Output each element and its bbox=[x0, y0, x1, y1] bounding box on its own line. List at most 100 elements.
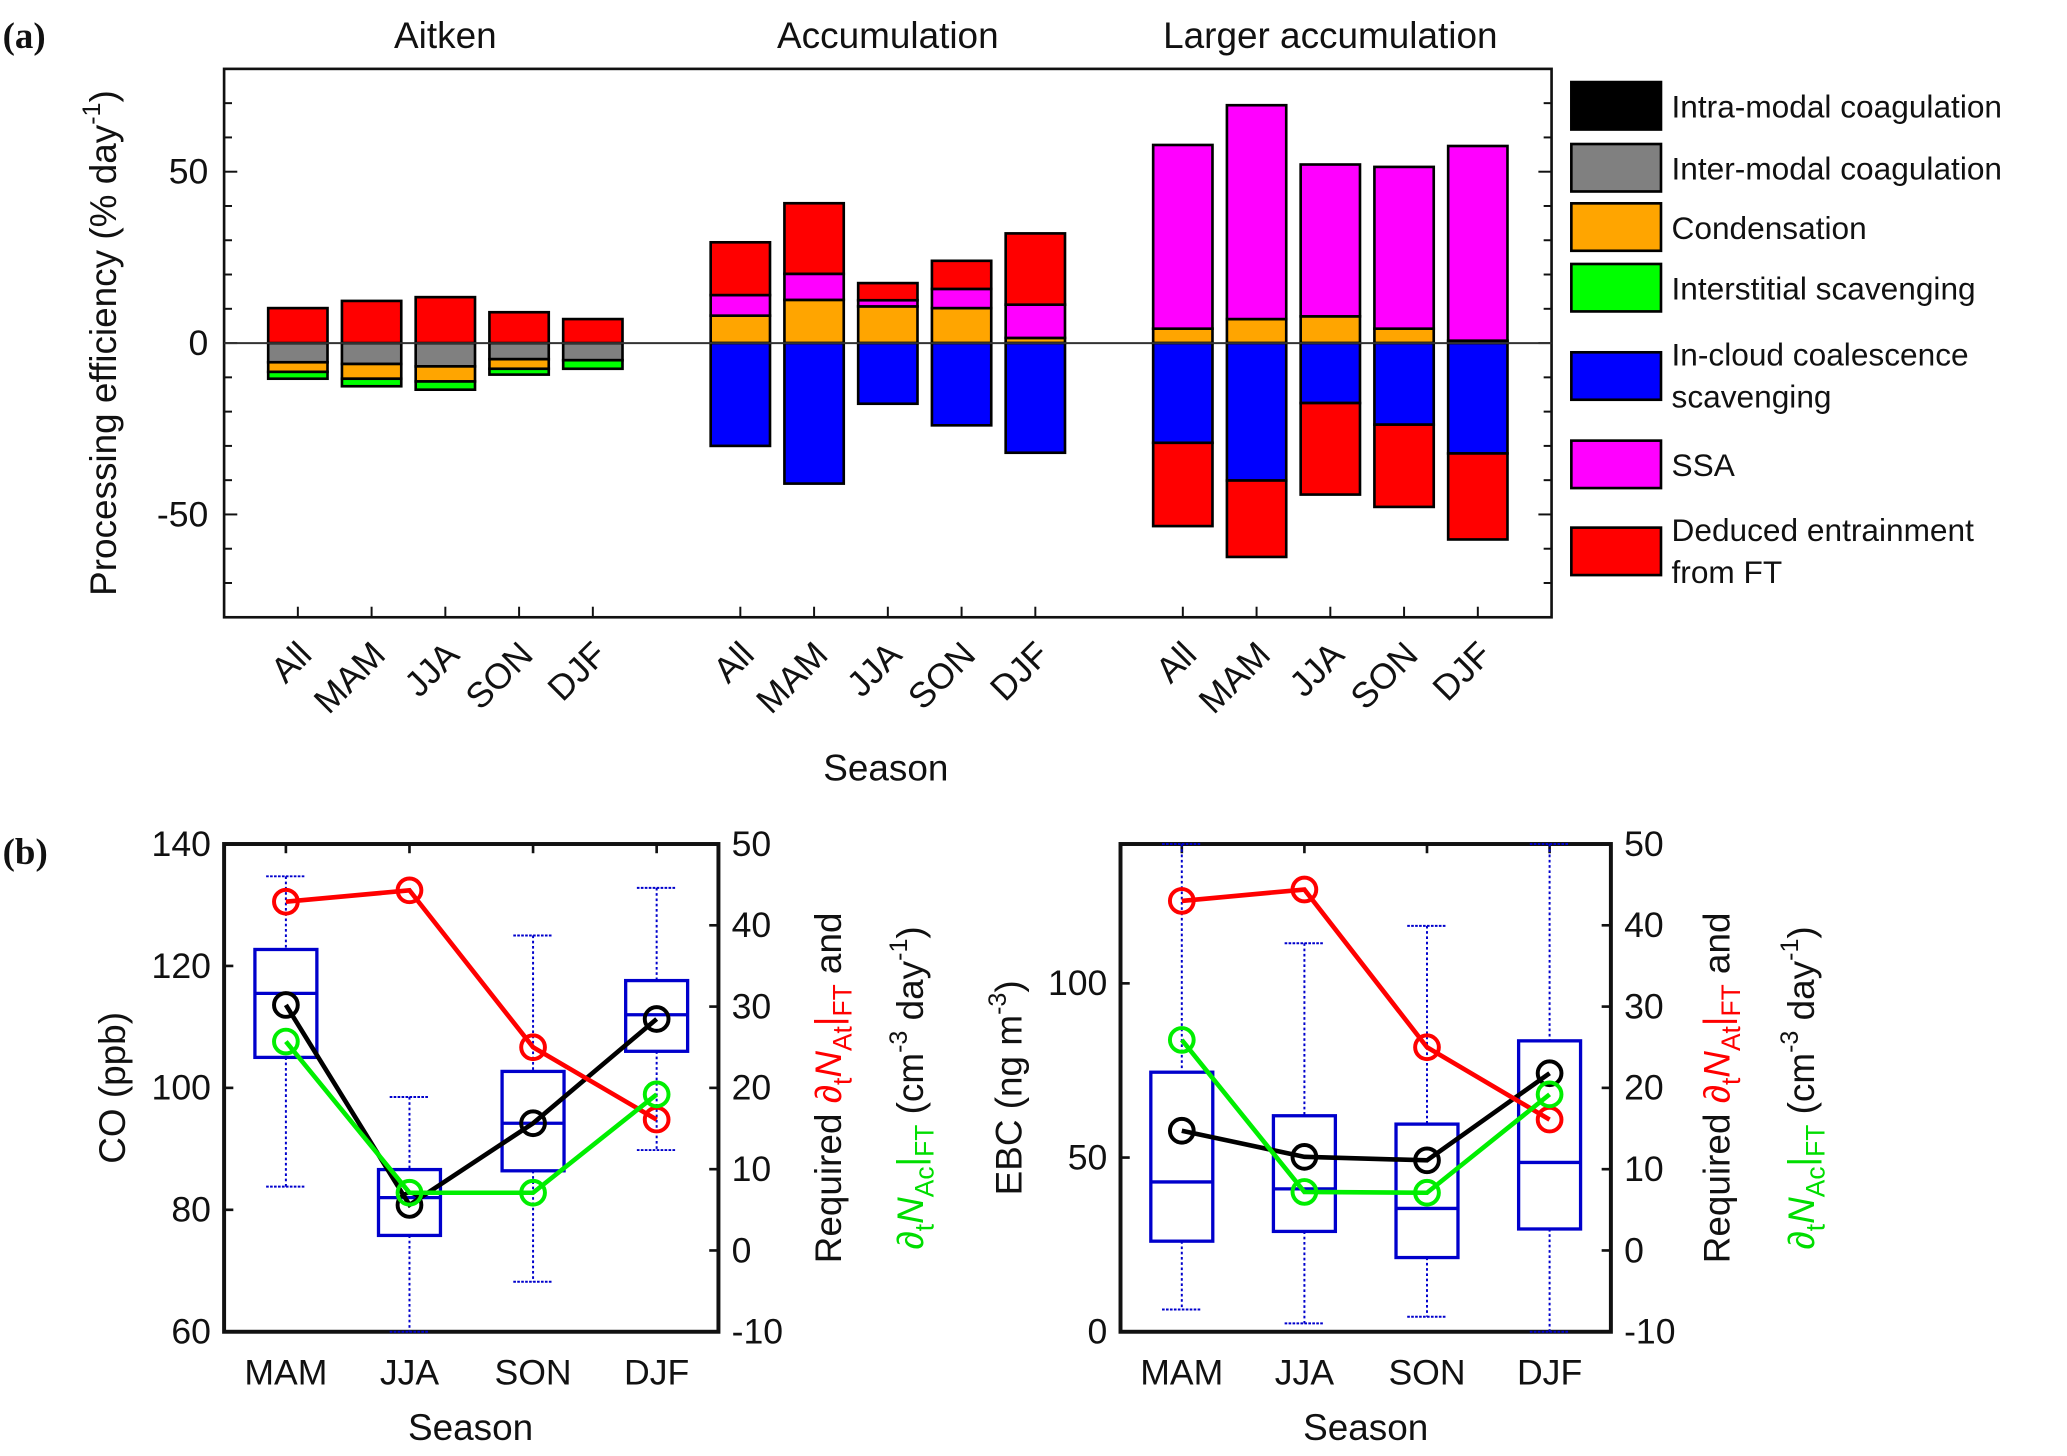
x-tick-label: All bbox=[1148, 634, 1204, 690]
y-tick-label: 100 bbox=[1048, 963, 1107, 1003]
legend-swatch bbox=[1570, 526, 1663, 577]
y2-tick-label: 20 bbox=[732, 1068, 772, 1108]
group-title: Larger accumulation bbox=[1163, 15, 1497, 56]
bar-segment bbox=[856, 305, 919, 345]
panel-b-label: (b) bbox=[3, 831, 48, 873]
series-marker bbox=[642, 1005, 671, 1033]
legend-label: In-cloud coalescence scavenging bbox=[1672, 336, 1969, 414]
bar-segment bbox=[856, 281, 919, 302]
group-title: Accumulation bbox=[777, 15, 999, 56]
bar-segment bbox=[709, 293, 772, 317]
co-ylabel: CO (ppb) bbox=[92, 1012, 133, 1164]
y-tick-label: 120 bbox=[152, 946, 211, 986]
bar-segment bbox=[1299, 163, 1362, 318]
series-marker bbox=[272, 1027, 300, 1056]
bar-segment bbox=[1225, 317, 1288, 345]
bar-segment bbox=[930, 306, 993, 345]
bar-segment bbox=[930, 259, 993, 291]
y2-tick-label: -10 bbox=[1624, 1312, 1675, 1352]
y2label-line2: ∂tNAc|FT (cm-3 day-1) bbox=[1776, 926, 1830, 1249]
bar-segment bbox=[414, 365, 477, 383]
bar-segment bbox=[1446, 144, 1509, 342]
y2-tick-label: 40 bbox=[1624, 905, 1664, 945]
bar-segment bbox=[340, 377, 403, 388]
bar-segment bbox=[930, 287, 993, 310]
y2-tick-label: 10 bbox=[1624, 1149, 1664, 1189]
bar-segment bbox=[488, 367, 551, 376]
right-y2label: Required ∂tNAt|FT and ∂tNAc|FT (cm-3 day-… bbox=[1697, 912, 1831, 1263]
x-tick-label: DJF bbox=[1425, 634, 1499, 708]
x-tick-label: JJA bbox=[380, 1352, 440, 1392]
bar-segment bbox=[266, 360, 329, 374]
x-tick-label: SON bbox=[495, 1352, 572, 1392]
series-marker bbox=[1290, 1143, 1319, 1171]
series-marker bbox=[1413, 1033, 1441, 1062]
series-marker bbox=[1167, 887, 1196, 915]
y-tick-label: 0 bbox=[188, 323, 208, 363]
plot-area bbox=[222, 842, 721, 1334]
bar-segment bbox=[930, 341, 993, 427]
legend-label-line: SSA bbox=[1672, 447, 1736, 483]
y-tick-label: 50 bbox=[1068, 1137, 1108, 1177]
legend-label: Interstitial scavenging bbox=[1672, 271, 1976, 307]
y-tick-label: 100 bbox=[152, 1068, 211, 1108]
bar-segment bbox=[709, 314, 772, 345]
bar-segment bbox=[1225, 341, 1288, 482]
series-marker bbox=[1290, 1178, 1319, 1206]
series-marker bbox=[1535, 1059, 1564, 1088]
bar-segment bbox=[1299, 315, 1362, 345]
bar-segment bbox=[783, 272, 846, 302]
x-tick-label: All bbox=[706, 634, 762, 690]
bar-segment bbox=[1373, 165, 1436, 330]
co-boxplot: 60 80 100 120 140 -10 0 10 20 30 40 50 MAM JJA SON DJF bbox=[152, 824, 784, 1393]
x-tick-label: JJA bbox=[1275, 1352, 1335, 1392]
x-tick-label: SON bbox=[458, 634, 541, 717]
bar-segment bbox=[414, 380, 477, 392]
legend-label: Deduced entrainment from FT bbox=[1672, 512, 1975, 590]
legend-swatch bbox=[1570, 80, 1663, 131]
y2-tick-label: 0 bbox=[732, 1230, 752, 1270]
legend-label: Condensation bbox=[1672, 210, 1867, 246]
y2label-line1: Required ∂tNAt|FT and bbox=[1697, 912, 1747, 1263]
bar-segment bbox=[1151, 341, 1214, 445]
series-line bbox=[1180, 1038, 1552, 1196]
y-tick-label: 60 bbox=[171, 1312, 211, 1352]
y2-tick-label: 40 bbox=[732, 905, 772, 945]
series-marker bbox=[1167, 1116, 1196, 1145]
legend-label: Inter-modal coagulation bbox=[1672, 151, 2003, 187]
right-xlabel: Season bbox=[1303, 1407, 1428, 1448]
bar-segment bbox=[1004, 341, 1067, 455]
legend-label-line: In-cloud coalescence bbox=[1672, 336, 1969, 372]
bar-segment bbox=[266, 306, 329, 345]
bar-segment bbox=[1373, 423, 1436, 509]
y2-tick-label: 20 bbox=[1624, 1068, 1664, 1108]
y-tick-label: 50 bbox=[169, 152, 209, 192]
bar-segment bbox=[340, 299, 403, 345]
left-y2label: Required ∂tNAt|FT and ∂tNAc|FT (cm-3 day… bbox=[808, 912, 939, 1263]
legend-swatch bbox=[1570, 439, 1663, 490]
bar-segment bbox=[488, 357, 551, 371]
bar-segment bbox=[1373, 341, 1436, 426]
series-marker bbox=[519, 1109, 547, 1138]
legend-label-line: Condensation bbox=[1672, 210, 1867, 246]
x-tick-label: SON bbox=[1388, 1352, 1465, 1392]
x-tick-label: All bbox=[263, 634, 319, 690]
bar-segment bbox=[1446, 452, 1509, 541]
legend-swatch bbox=[1570, 350, 1663, 402]
group-title: Aitken bbox=[394, 15, 497, 56]
y2-tick-label: 50 bbox=[1624, 824, 1664, 864]
bar-segment bbox=[1151, 143, 1214, 330]
x-tick-label: DJF bbox=[624, 1352, 689, 1392]
ebc-boxplot: 0 50 100 -10 0 10 20 30 40 50 MAM JJA SON DJF bbox=[1048, 824, 1676, 1393]
series-marker bbox=[395, 876, 424, 905]
bar-segment bbox=[1225, 103, 1288, 321]
bar-segment bbox=[488, 341, 551, 361]
y2-tick-label: 10 bbox=[732, 1149, 772, 1189]
bar-segment bbox=[1004, 303, 1067, 340]
series-marker bbox=[642, 1080, 671, 1109]
series-line bbox=[1181, 1071, 1551, 1163]
x-tick-label: DJF bbox=[1517, 1352, 1582, 1392]
x-tick-label: SON bbox=[1343, 634, 1426, 717]
legend-label-line: scavenging bbox=[1672, 379, 1832, 415]
